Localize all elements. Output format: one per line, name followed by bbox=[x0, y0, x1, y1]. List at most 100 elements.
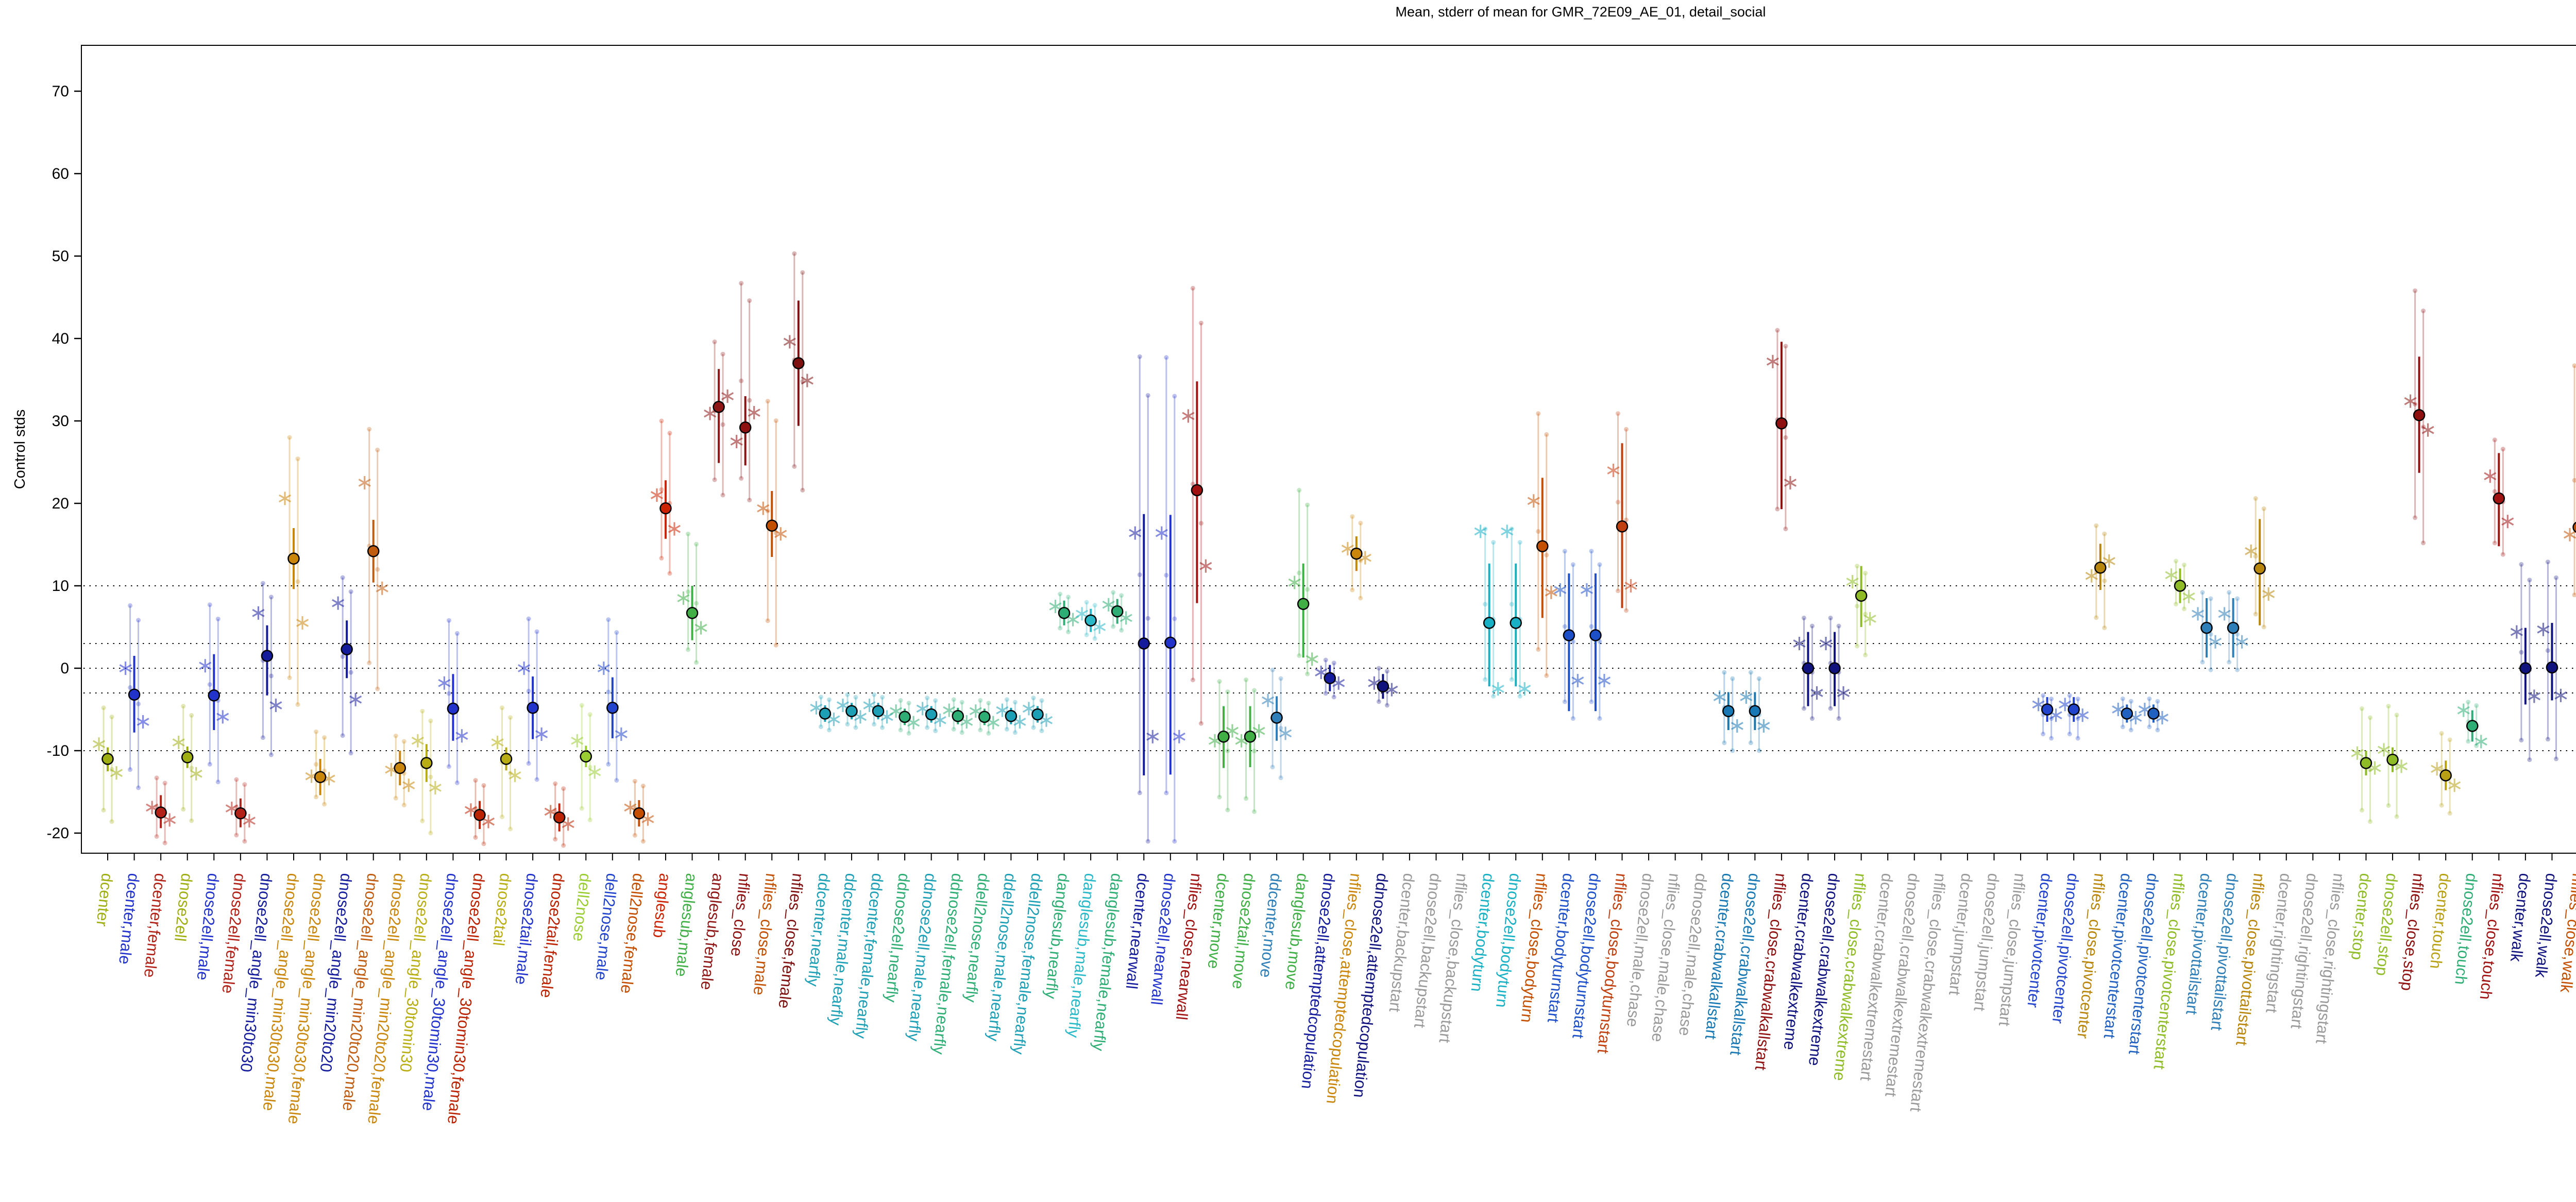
control-dot bbox=[109, 714, 114, 719]
x-tick-label: dnose2tail,move bbox=[1229, 872, 1259, 990]
control-dot bbox=[2200, 590, 2205, 595]
category-series bbox=[1341, 514, 1371, 601]
x-tick-label: dnose2ell,stop bbox=[2372, 872, 2401, 977]
control-dot bbox=[2447, 811, 2452, 816]
control-dot bbox=[1562, 624, 1567, 629]
control-dot bbox=[1623, 608, 1629, 613]
control-dot bbox=[1491, 693, 1496, 699]
control-dot bbox=[367, 661, 372, 666]
control-dot bbox=[189, 713, 194, 718]
mean-marker bbox=[101, 753, 114, 765]
control-star-marker bbox=[1713, 690, 1726, 704]
control-dot bbox=[2200, 659, 2205, 665]
control-dot bbox=[500, 705, 505, 710]
control-dot bbox=[2413, 515, 2418, 520]
control-dot bbox=[959, 700, 964, 705]
mean-marker bbox=[128, 688, 141, 701]
category-series bbox=[1235, 677, 1265, 814]
y-tick-label: 20 bbox=[52, 495, 69, 512]
control-dot bbox=[2545, 560, 2550, 565]
x-tick-label: anglesub,female bbox=[697, 872, 727, 991]
control-star-marker bbox=[1199, 559, 1212, 573]
x-tick-label: dcenter,pivotcenter bbox=[2024, 872, 2056, 1008]
control-dot bbox=[207, 602, 212, 607]
control-star-marker bbox=[1076, 607, 1089, 621]
control-dot bbox=[951, 726, 956, 732]
mean-marker bbox=[181, 751, 194, 764]
control-dot bbox=[446, 691, 451, 696]
x-tick-label: dnose2ell,walk bbox=[2532, 872, 2561, 978]
control-dot bbox=[1615, 588, 1620, 594]
control-star-marker bbox=[2103, 554, 2115, 568]
control-star-marker bbox=[571, 734, 584, 748]
control-dot bbox=[1615, 411, 1620, 416]
control-dot bbox=[845, 722, 850, 727]
control-dot bbox=[136, 618, 141, 623]
axis-box bbox=[81, 45, 2576, 854]
control-star-marker bbox=[650, 488, 664, 502]
control-star-marker bbox=[2431, 762, 2444, 776]
category-series bbox=[1740, 670, 1770, 753]
x-tick-label: ddell2nose,nearfly bbox=[961, 872, 993, 1003]
control-star-marker bbox=[1306, 652, 1318, 666]
category-series bbox=[1819, 615, 1850, 721]
control-dot bbox=[1562, 549, 1567, 554]
category-series bbox=[597, 617, 628, 783]
control-star-marker bbox=[376, 581, 388, 595]
control-dot bbox=[1012, 730, 1018, 735]
control-dot bbox=[579, 703, 584, 708]
control-dot bbox=[686, 531, 691, 536]
category-series bbox=[943, 697, 973, 735]
mean-marker bbox=[925, 708, 938, 721]
control-dot bbox=[659, 487, 664, 492]
control-dot bbox=[1244, 796, 1249, 801]
control-star-marker bbox=[677, 591, 690, 605]
control-star-marker bbox=[2421, 423, 2434, 437]
control-dot bbox=[2235, 667, 2240, 672]
control-dot bbox=[1589, 624, 1594, 629]
control-dot bbox=[1376, 699, 1381, 704]
control-dot bbox=[686, 647, 691, 652]
control-dot bbox=[128, 603, 133, 608]
control-star-marker bbox=[358, 476, 371, 489]
mean-marker bbox=[633, 807, 646, 820]
category-series bbox=[92, 705, 123, 824]
control-star-marker bbox=[704, 407, 717, 420]
control-dot bbox=[978, 698, 983, 703]
control-star-marker bbox=[1554, 583, 1567, 597]
control-star-marker bbox=[1279, 726, 1292, 740]
control-dot bbox=[792, 464, 797, 469]
category-series bbox=[2085, 523, 2115, 631]
control-dot bbox=[1092, 603, 1097, 608]
control-dot bbox=[2075, 736, 2080, 741]
x-tick-label: anglesub bbox=[650, 872, 674, 939]
category-series bbox=[1076, 600, 1106, 641]
control-dot bbox=[1137, 354, 1142, 359]
control-star-marker bbox=[1093, 620, 1106, 634]
control-dot bbox=[1358, 596, 1363, 601]
category-series bbox=[704, 339, 734, 498]
control-dot bbox=[446, 764, 451, 769]
control-dot bbox=[154, 834, 159, 839]
control-dot bbox=[454, 631, 460, 636]
control-dot bbox=[2527, 578, 2532, 583]
control-star-marker bbox=[2395, 759, 2408, 773]
control-dot bbox=[1809, 623, 1815, 629]
control-star-marker bbox=[429, 781, 442, 794]
control-dot bbox=[260, 581, 265, 586]
control-star-marker bbox=[2501, 515, 2514, 529]
category-series bbox=[1846, 564, 1876, 657]
control-dot bbox=[720, 351, 725, 357]
mean-marker bbox=[553, 811, 566, 824]
control-dot bbox=[1828, 615, 1833, 620]
control-dot bbox=[1190, 285, 1195, 291]
control-star-marker bbox=[748, 406, 760, 419]
category-series bbox=[2112, 696, 2142, 733]
control-star-marker bbox=[2209, 635, 2222, 649]
control-star-marker bbox=[774, 527, 787, 541]
y-tick-label: 60 bbox=[52, 165, 69, 182]
control-dot bbox=[872, 692, 877, 697]
control-dot bbox=[1217, 679, 1222, 684]
control-dot bbox=[2128, 727, 2133, 733]
control-dot bbox=[2067, 732, 2072, 737]
